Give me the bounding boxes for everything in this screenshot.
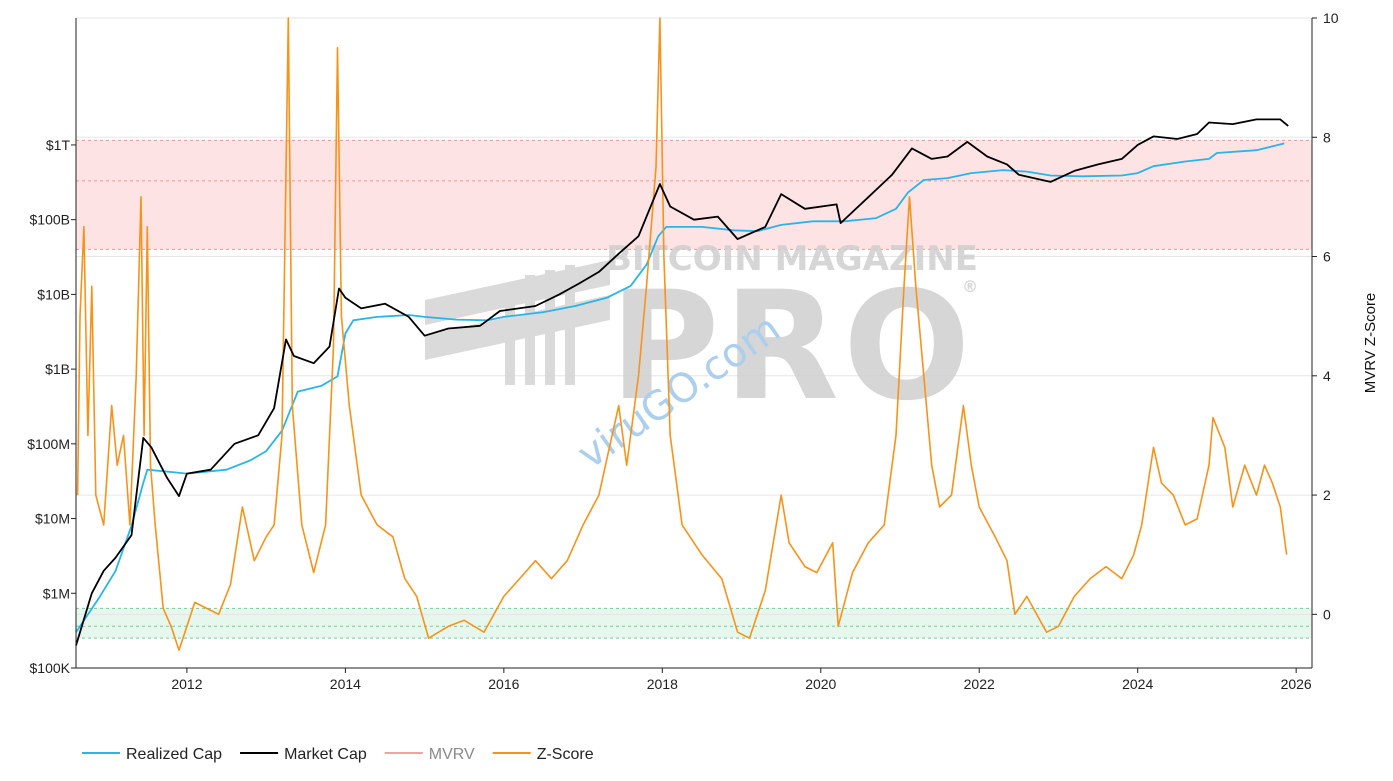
grid-lines (76, 17, 1312, 615)
y-left-tick-label: $100B (30, 212, 70, 228)
watermark-logo-icon (425, 260, 610, 385)
y-right-tick-label: 0 (1323, 606, 1331, 622)
y-left-tick-label: $100M (27, 436, 70, 452)
legend-label-z-score: Z-Score (537, 746, 594, 763)
series-line-realized-cap (75, 142, 1285, 633)
legend: Realized Cap Market Cap MVRV Z-Score (82, 746, 594, 763)
undervalued-zone (76, 608, 1312, 639)
y-left-tick-label: $1B (45, 361, 70, 377)
y-right-axis-title: MVRV Z-Score (1362, 293, 1379, 394)
y-right-tick-label: 2 (1323, 487, 1331, 503)
legend-label-mvrv: MVRV (429, 746, 475, 763)
x-tick-label: 2014 (330, 676, 361, 692)
axes: $100K $1M $10M $100M $1B $10B $100B $1T 0 2 4 6 8 10 2… (27, 10, 1379, 692)
x-tick-label: 2026 (1281, 676, 1312, 692)
zone-bands (76, 139, 1312, 639)
watermark-line1: BITCOIN MAGAZINE (606, 239, 978, 279)
x-tick-label: 2024 (1122, 676, 1153, 692)
y-right-tick-label: 4 (1323, 368, 1331, 384)
watermark-registered: ® (962, 277, 978, 296)
legend-label-market-cap: Market Cap (284, 746, 367, 763)
x-tick-label: 2020 (805, 676, 836, 692)
x-tick-label: 2012 (171, 676, 202, 692)
x-tick-label: 2018 (647, 676, 678, 692)
y-left-tick-label: $1M (43, 585, 70, 601)
y-left-tick-label: $10B (37, 286, 70, 302)
y-right-tick-label: 8 (1323, 129, 1331, 145)
x-tick-label: 2016 (488, 676, 519, 692)
series-lines (75, 17, 1289, 651)
x-tick-label: 2022 (964, 676, 995, 692)
series-line-z-score (76, 17, 1288, 651)
y-right-tick-label: 6 (1323, 249, 1331, 265)
y-left-tick-label: $1T (46, 137, 71, 153)
y-left-tick-label: $100K (30, 660, 71, 676)
y-left-tick-label: $10M (35, 511, 70, 527)
overvalued-zone (76, 140, 1312, 250)
series-line-market-cap (75, 118, 1289, 646)
legend-label-realized-cap: Realized Cap (126, 746, 222, 763)
y-right-tick-label: 10 (1323, 10, 1339, 26)
